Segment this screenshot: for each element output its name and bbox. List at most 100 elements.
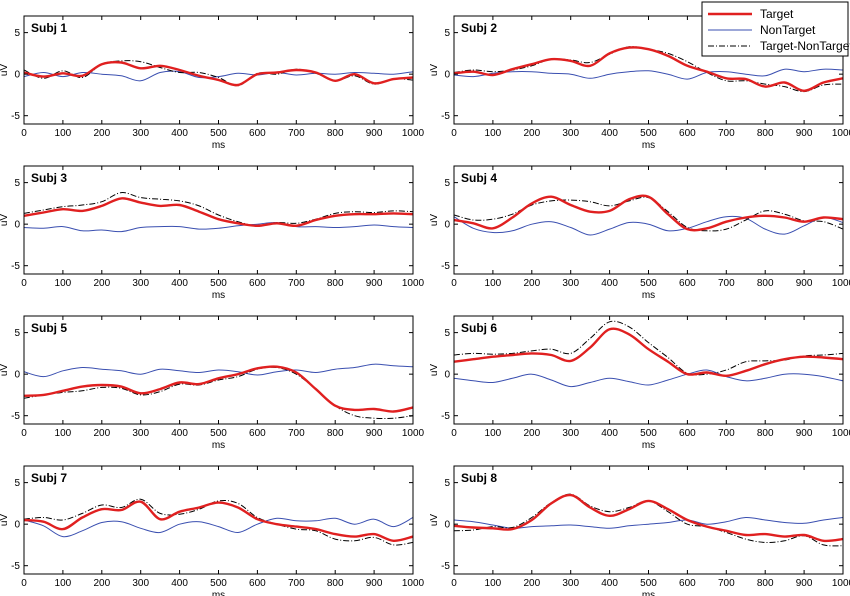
y-tick-label: -5 bbox=[441, 411, 450, 422]
x-axis-label: ms bbox=[212, 590, 225, 596]
y-tick-label: 0 bbox=[444, 520, 450, 531]
x-tick-label: 200 bbox=[93, 578, 110, 589]
series-line-target bbox=[454, 194, 843, 232]
x-tick-label: 500 bbox=[210, 578, 227, 589]
x-tick-label: 100 bbox=[485, 428, 502, 439]
plot-area bbox=[454, 166, 843, 274]
y-tick-label: -5 bbox=[441, 261, 450, 272]
x-tick-label: 800 bbox=[327, 278, 344, 289]
x-tick-label: 900 bbox=[366, 428, 383, 439]
x-tick-label: 0 bbox=[21, 428, 27, 439]
y-axis-label: uV bbox=[429, 364, 440, 377]
y-tick-label: 0 bbox=[444, 70, 450, 81]
y-tick-label: -5 bbox=[11, 411, 20, 422]
x-tick-label: 900 bbox=[366, 278, 383, 289]
x-tick-label: 300 bbox=[132, 428, 149, 439]
y-tick-label: 5 bbox=[444, 28, 450, 39]
series-line-nontarget bbox=[454, 68, 843, 80]
subplot-title: Subj 7 bbox=[31, 471, 67, 485]
x-tick-label: 300 bbox=[562, 428, 579, 439]
subplot-subj1: 0 100 200 300 400 500 600 700 800 900 1000-505msuV… bbox=[0, 15, 425, 151]
series-line-target-nontarget bbox=[24, 366, 413, 419]
y-tick-label: 5 bbox=[444, 328, 450, 339]
series-line-target-nontarget bbox=[24, 192, 413, 227]
x-tick-label: 0 bbox=[21, 128, 27, 139]
x-tick-label: 300 bbox=[562, 278, 579, 289]
plot-area bbox=[24, 466, 413, 574]
x-axis-label: ms bbox=[642, 290, 655, 301]
y-tick-label: -5 bbox=[11, 111, 20, 122]
x-axis-label: ms bbox=[642, 590, 655, 596]
x-tick-label: 0 bbox=[451, 278, 457, 289]
x-tick-label: 700 bbox=[288, 428, 305, 439]
y-tick-label: 0 bbox=[14, 220, 20, 231]
x-tick-label: 1000 bbox=[402, 428, 425, 439]
x-tick-label: 500 bbox=[210, 128, 227, 139]
x-tick-label: 600 bbox=[679, 128, 696, 139]
x-tick-label: 700 bbox=[288, 578, 305, 589]
y-tick-label: -5 bbox=[11, 561, 20, 572]
y-tick-label: 5 bbox=[14, 328, 20, 339]
y-tick-label: -5 bbox=[441, 561, 450, 572]
x-tick-label: 100 bbox=[55, 278, 72, 289]
y-tick-label: 0 bbox=[14, 520, 20, 531]
x-tick-label: 700 bbox=[718, 278, 735, 289]
x-tick-label: 200 bbox=[93, 428, 110, 439]
x-tick-label: 100 bbox=[485, 578, 502, 589]
y-axis-label: uV bbox=[429, 214, 440, 227]
series-line-nontarget bbox=[454, 369, 843, 388]
x-tick-label: 100 bbox=[55, 128, 72, 139]
x-tick-label: 0 bbox=[21, 578, 27, 589]
subplot-subj4: 01002003004005006007008009001000-505msuV… bbox=[429, 165, 850, 301]
x-tick-label: 800 bbox=[327, 128, 344, 139]
x-tick-label: 300 bbox=[562, 128, 579, 139]
x-tick-label: 800 bbox=[327, 428, 344, 439]
x-tick-label: 800 bbox=[757, 278, 774, 289]
x-tick-label: 400 bbox=[171, 128, 188, 139]
x-tick-label: 900 bbox=[366, 128, 383, 139]
series-line-nontarget bbox=[24, 517, 413, 538]
legend-label-nontarget: NonTarget bbox=[760, 23, 816, 37]
y-tick-label: 5 bbox=[444, 478, 450, 489]
x-tick-label: 400 bbox=[601, 428, 618, 439]
x-tick-label: 600 bbox=[679, 578, 696, 589]
x-tick-label: 1000 bbox=[832, 278, 850, 289]
y-tick-label: -5 bbox=[11, 261, 20, 272]
plot-area bbox=[454, 466, 843, 574]
legend-label-target-minus-nontarget: Target-NonTarget bbox=[760, 39, 850, 53]
x-tick-label: 900 bbox=[796, 578, 813, 589]
y-axis-label: uV bbox=[0, 364, 10, 377]
x-tick-label: 0 bbox=[21, 278, 27, 289]
subplot-title: Subj 1 bbox=[31, 21, 67, 35]
x-tick-label: 0 bbox=[451, 128, 457, 139]
subplot-subj8: 01002003004005006007008009001000-505msuV… bbox=[429, 465, 850, 596]
x-axis-label: ms bbox=[212, 140, 225, 151]
y-axis-label: uV bbox=[0, 64, 10, 77]
x-tick-label: 1000 bbox=[402, 578, 425, 589]
x-axis-label: ms bbox=[642, 440, 655, 451]
x-tick-label: 400 bbox=[601, 278, 618, 289]
x-tick-label: 900 bbox=[796, 128, 813, 139]
y-tick-label: 0 bbox=[444, 220, 450, 231]
x-tick-label: 500 bbox=[640, 578, 657, 589]
x-tick-label: 700 bbox=[718, 578, 735, 589]
x-tick-label: 500 bbox=[640, 128, 657, 139]
x-tick-label: 100 bbox=[485, 278, 502, 289]
x-tick-label: 200 bbox=[93, 278, 110, 289]
x-tick-label: 400 bbox=[171, 278, 188, 289]
x-tick-label: 700 bbox=[288, 278, 305, 289]
x-tick-label: 300 bbox=[132, 278, 149, 289]
x-tick-label: 400 bbox=[171, 428, 188, 439]
x-tick-label: 500 bbox=[210, 428, 227, 439]
subplot-title: Subj 3 bbox=[31, 171, 67, 185]
legend: Target NonTarget Target-NonTarget bbox=[701, 1, 850, 57]
x-tick-label: 0 bbox=[451, 578, 457, 589]
x-tick-label: 700 bbox=[288, 128, 305, 139]
x-tick-label: 300 bbox=[562, 578, 579, 589]
subplot-title: Subj 6 bbox=[461, 321, 497, 335]
x-tick-label: 0 bbox=[451, 428, 457, 439]
series-line-target bbox=[24, 60, 413, 87]
x-tick-label: 200 bbox=[523, 278, 540, 289]
series-line-nontarget bbox=[24, 221, 413, 233]
series-line-target bbox=[454, 46, 843, 92]
